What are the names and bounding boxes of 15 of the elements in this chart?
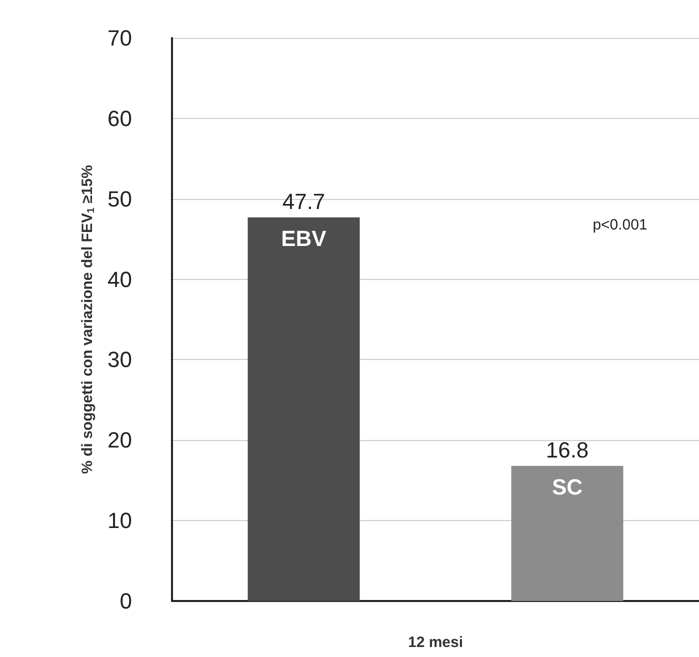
x-tick-label: SC: [552, 474, 583, 500]
y-tick-label: 10: [108, 508, 132, 534]
y-tick-label: 0: [120, 588, 132, 614]
annotation: p<0.001: [592, 216, 648, 234]
x-axis-title: 12 mesi: [408, 634, 464, 651]
y-tick-label: 20: [108, 428, 132, 453]
y-axis-title: % di soggetti con variazione del FEV1 ≥15%: [79, 165, 98, 474]
y-tick-label: 50: [108, 186, 132, 212]
y-tick-label: 40: [108, 266, 132, 292]
y-tick-label: 30: [108, 347, 132, 372]
y-tick-label: 60: [108, 106, 132, 131]
y-tick-label: 70: [108, 26, 132, 50]
data-label: 47.7: [282, 188, 326, 214]
x-tick-label: EBV: [281, 226, 327, 251]
data-label: 16.8: [546, 437, 589, 462]
